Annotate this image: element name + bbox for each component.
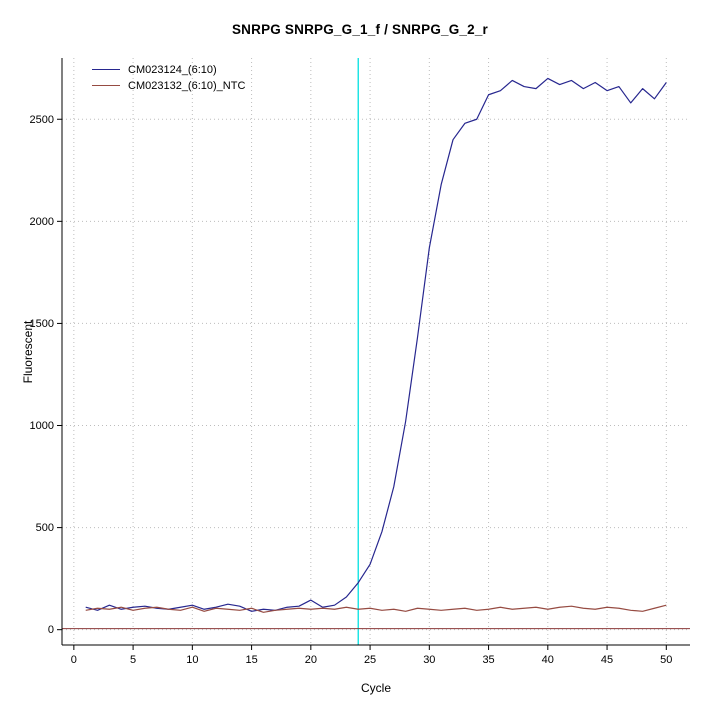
y-tick-label: 0 [48, 624, 54, 636]
y-tick-label: 500 [36, 522, 54, 534]
legend-label-sample: CM023124_(6:10) [128, 63, 217, 76]
x-tick-label: 5 [130, 654, 136, 666]
legend-line-ntc [92, 84, 120, 87]
x-tick-label: 15 [245, 654, 257, 666]
y-tick-label: 1000 [30, 420, 54, 432]
chart-title: SNRPG SNRPG_G_1_f / SNRPG_G_2_r [231, 22, 489, 37]
legend-line-sample [92, 68, 120, 71]
x-tick-label: 20 [305, 654, 317, 666]
x-tick-label: 30 [423, 654, 435, 666]
legend-item-ntc: CM023132_(6:10)_NTC [92, 79, 245, 92]
x-tick-label: 10 [186, 654, 198, 666]
series-line-0 [85, 77, 667, 612]
y-tick-label: 2500 [30, 114, 54, 126]
y-tick-label: 2000 [30, 216, 54, 228]
x-tick-label: 45 [601, 654, 613, 666]
series-line-1 [85, 604, 667, 613]
legend-label-ntc: CM023132_(6:10)_NTC [128, 79, 246, 92]
y-tick-label: 1500 [30, 318, 54, 330]
x-tick-label: 35 [482, 654, 494, 666]
x-axis-title: Cycle [360, 681, 391, 695]
x-tick-label: 0 [71, 654, 77, 666]
x-tick-label: 40 [542, 654, 554, 666]
legend: CM023124_(6:10) CM023132_(6:10)_NTC [92, 63, 245, 92]
y-axis-title: Fluorescent [21, 320, 35, 384]
legend-item-sample: CM023124_(6:10) [92, 63, 245, 76]
x-tick-label: 50 [660, 654, 672, 666]
x-tick-label: 25 [364, 654, 376, 666]
